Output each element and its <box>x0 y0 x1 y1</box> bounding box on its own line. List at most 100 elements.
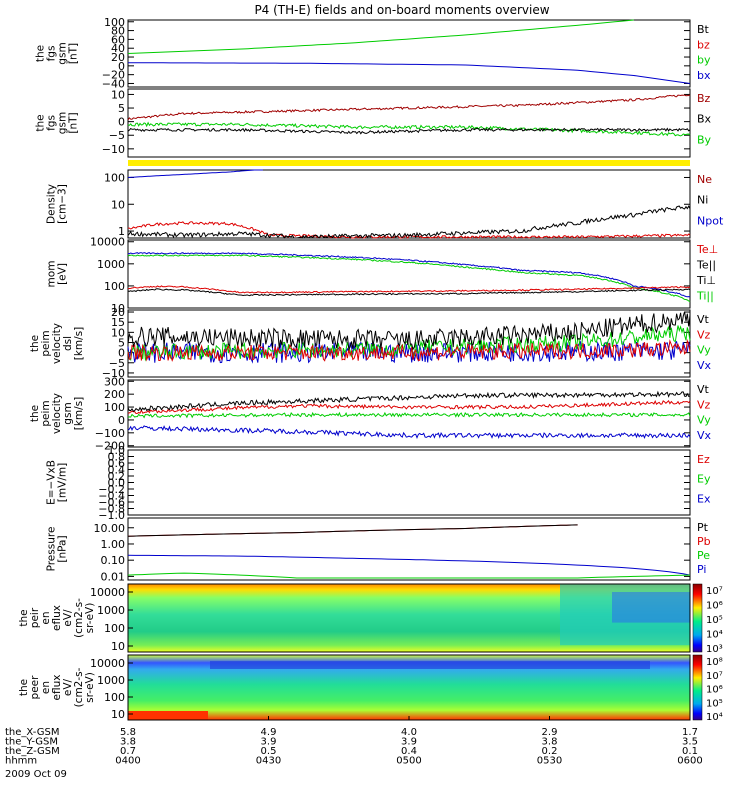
y-tick-label: 100 <box>104 691 125 704</box>
ephemeris-value: 3.5 <box>682 737 698 748</box>
y-tick-label: 10 <box>111 88 125 101</box>
colorbar <box>692 583 703 653</box>
y-tick-label: 10 <box>111 640 125 653</box>
y-axis-label: the <box>35 45 47 62</box>
panel-peer-en-eflux: 10000 1000 100 10 10⁸ 10⁷ 10⁶ 10⁵ 10⁴ the peer en ef… <box>18 654 723 723</box>
y-tick-label: 5 <box>118 336 125 349</box>
y-tick-label: 0.01 <box>101 570 126 583</box>
legend-Ti⊥: Ti⊥ <box>696 274 716 287</box>
panel-frame <box>127 239 691 309</box>
ephemeris-value: 3.9 <box>401 737 417 748</box>
y-tick-label: 200 <box>104 388 125 401</box>
series-Vz <box>127 399 691 415</box>
y-tick-label: 100 <box>104 171 125 184</box>
y-axis-label: gsm <box>62 402 74 424</box>
y-axis-label: (cm2-s- <box>73 667 85 707</box>
y-tick-label: 1.00 <box>101 538 126 551</box>
y-axis-label: gsm <box>57 112 69 134</box>
y-tick-label: 0.10 <box>101 554 126 567</box>
ephemeris-value: 3.8 <box>120 737 136 748</box>
panel-frame <box>127 169 691 239</box>
y-axis-label: mom <box>46 261 58 288</box>
y-axis-label: gsm <box>57 42 69 64</box>
y-axis-label: sr-eV) <box>84 672 96 703</box>
legend-Vt: Vt <box>697 383 710 396</box>
panel-frame <box>127 88 691 158</box>
y-axis-label: peer <box>29 675 41 700</box>
spectrogram-region <box>128 711 208 720</box>
y-tick-label: 10.00 <box>94 522 126 535</box>
colorbar-tick-label: 10⁶ <box>706 601 723 612</box>
y-axis-label: [km/s] <box>73 397 85 431</box>
y-axis-label: en <box>40 611 52 624</box>
y-axis-label: the <box>29 405 41 422</box>
y-tick-label: 20 <box>111 306 125 319</box>
legend-Vy: Vy <box>697 414 711 427</box>
series-by <box>127 19 634 54</box>
y-tick-label: 100 <box>104 401 125 414</box>
colorbar-tick-label: 10⁸ <box>706 657 723 668</box>
series-Vt <box>127 311 691 351</box>
y-axis-label: en <box>40 681 52 694</box>
y-axis-label: the <box>18 609 30 626</box>
y-axis-label: the <box>18 679 30 696</box>
y-tick-label: −5 <box>109 357 125 370</box>
y-axis-label: dsl <box>62 336 74 351</box>
panel-frame <box>127 449 691 516</box>
y-tick-label: 40 <box>111 42 125 55</box>
legend-Ez: Ez <box>697 453 710 466</box>
y-tick-label: 100 <box>104 622 125 635</box>
legend-Ex: Ex <box>697 492 711 505</box>
ephemeris-value: 0400 <box>115 756 140 767</box>
series-Ti|| <box>127 254 691 303</box>
y-axis-label: (cm2-s- <box>73 598 85 638</box>
y-tick-label: 0 <box>118 347 125 360</box>
spectrogram-region <box>612 592 690 623</box>
y-tick-label: 100 <box>104 280 125 293</box>
panel-frame <box>127 517 691 581</box>
series-Te⊥ <box>127 285 691 294</box>
y-tick-label: −0.2 <box>98 483 125 496</box>
legend-Vx: Vx <box>697 359 712 372</box>
y-axis-label: E=−VxB <box>46 460 58 505</box>
y-axis-label: eflux <box>51 605 63 631</box>
legend-Pb: Pb <box>697 535 711 548</box>
legend-Ey: Ey <box>697 473 711 486</box>
series-By <box>127 121 691 137</box>
panel-temperature: 10000 1000 100 10 mom [eV] Te⊥ Te|| Ti⊥ Ti|| <box>46 236 719 315</box>
y-tick-label: −1.0 <box>98 509 125 522</box>
legend-Vy: Vy <box>697 344 711 357</box>
ephemeris-value: 0.7 <box>120 746 136 757</box>
y-axis-label: [cm−3] <box>57 184 69 224</box>
y-axis-label: sr-eV) <box>84 603 96 634</box>
legend-Pt: Pt <box>697 521 709 534</box>
y-axis-label: [nT] <box>68 43 80 64</box>
series-Te|| <box>127 288 691 297</box>
ephemeris-value: 0600 <box>677 756 702 767</box>
y-axis-label: [km/s] <box>73 327 85 361</box>
date-label: 2009 Oct 09 <box>5 769 67 780</box>
y-axis-label: velocity <box>51 323 63 364</box>
y-tick-label: −10 <box>102 367 125 380</box>
y-axis-label: eV/ <box>62 609 74 627</box>
y-tick-label: −200 <box>95 440 125 453</box>
ephemeris-value: 0530 <box>537 756 562 767</box>
legend-Bx: Bx <box>697 113 712 126</box>
series-Vz <box>127 338 691 362</box>
colorbar-tick-label: 10³ <box>706 644 723 655</box>
legend-Vz: Vz <box>697 398 711 411</box>
legend-By: By <box>697 133 712 146</box>
series-Npot <box>127 169 263 178</box>
legend-Vx: Vx <box>697 429 712 442</box>
y-tick-label: 0.2 <box>108 470 126 483</box>
y-tick-label: 300 <box>104 375 125 388</box>
ephemeris-value: 0.1 <box>682 746 698 757</box>
colorbar-tick-label: 10⁵ <box>706 615 723 626</box>
legend-Te||: Te|| <box>696 259 716 272</box>
series-Bz <box>127 94 691 121</box>
